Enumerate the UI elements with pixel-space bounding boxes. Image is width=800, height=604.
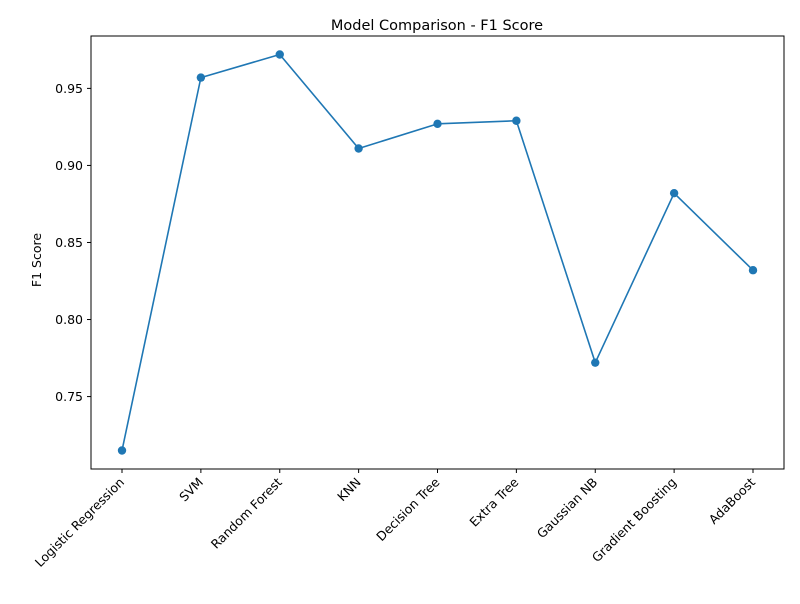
x-tick-label: Extra Tree <box>466 474 521 529</box>
data-point <box>354 144 363 153</box>
y-axis-label: F1 Score <box>29 233 44 287</box>
x-tick-label: Gradient Boosting <box>589 475 680 566</box>
x-tick-label: Gaussian NB <box>534 475 601 542</box>
y-tick-label: 0.75 <box>55 389 83 404</box>
y-tick-label: 0.95 <box>55 81 83 96</box>
data-point <box>591 358 600 367</box>
data-point <box>433 119 442 129</box>
y-tick-label: 0.85 <box>55 235 83 250</box>
x-tick-label: Random Forest <box>208 474 285 551</box>
plot-frame <box>90 35 785 470</box>
y-tick-label: 0.90 <box>55 158 83 173</box>
series-line <box>121 53 754 451</box>
data-point <box>748 266 758 275</box>
y-tick-label: 0.80 <box>55 312 83 327</box>
x-tick-label: KNN <box>334 475 364 505</box>
x-tick-label: SVM <box>176 475 206 505</box>
data-point <box>512 116 521 125</box>
x-tick-label: Decision Tree <box>373 474 443 544</box>
data-point <box>196 73 206 82</box>
x-tick-label: AdaBoost <box>706 474 759 527</box>
chart-title: Model Comparison - F1 Score <box>331 18 543 34</box>
data-point <box>117 446 127 455</box>
data-point <box>669 188 679 198</box>
data-point <box>275 50 284 59</box>
plot-area: 0.75 0.80 0.85 0.90 0.95 Logistic Regression S… <box>32 35 785 570</box>
x-tick-label: Logistic Regression <box>32 475 127 570</box>
